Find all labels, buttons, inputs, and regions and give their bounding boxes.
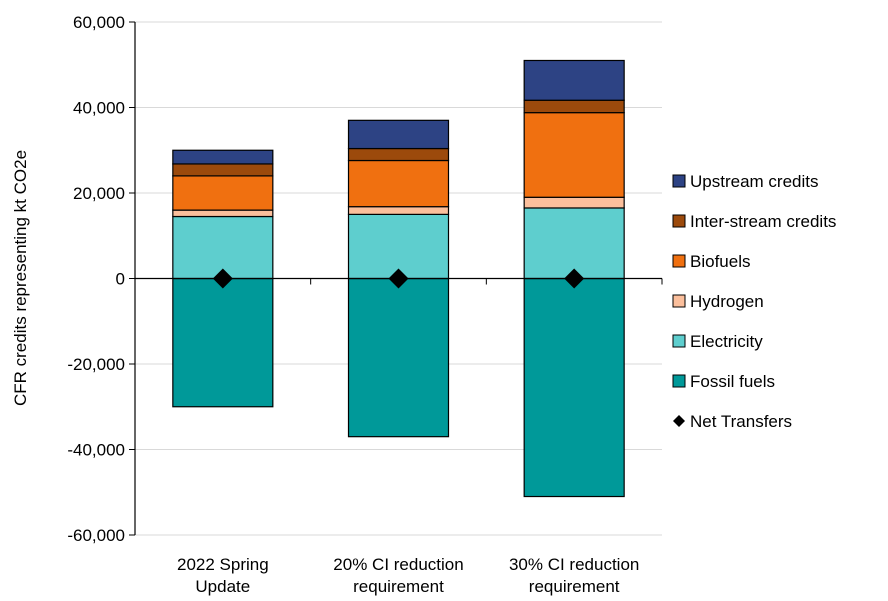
bar-segment-hydrogen [523, 196, 625, 209]
legend-label: Biofuels [690, 252, 750, 271]
bar-segment-upstream-credits [172, 149, 274, 165]
legend: Upstream credits Inter-stream credits Biof… [672, 172, 836, 431]
legend-marker-net-transfers [673, 415, 685, 427]
x-category-label: 30% CI reduction requirement [509, 555, 639, 596]
y-tick-label: 0 [116, 270, 125, 289]
net-transfer-markers [212, 268, 585, 289]
x-category-label: 20% CI reduction requirement [333, 555, 463, 596]
y-axis-label: CFR credits representing kt CO2e [11, 150, 30, 406]
bar-segment-biofuels [172, 175, 274, 211]
net-transfer-marker [388, 268, 409, 289]
bar-segment-electricity [523, 207, 625, 280]
legend-swatch-inter-stream-credits [672, 214, 686, 228]
legend-swatch-electricity [672, 334, 686, 348]
legend-swatch-biofuels [672, 254, 686, 268]
bar-segment-inter-stream-credits [172, 163, 274, 177]
x-category-label: 2022 Spring Update [177, 555, 269, 596]
net-transfer-marker [564, 268, 585, 289]
bar-segment-fossil-fuels [347, 277, 450, 438]
legend-label: Inter-stream credits [690, 212, 836, 231]
bar-segment-hydrogen [347, 206, 450, 215]
y-tick-label: 40,000 [73, 99, 125, 118]
bar-segment-inter-stream-credits [347, 147, 450, 162]
bar-segment-hydrogen [172, 209, 274, 218]
bar-segment-upstream-credits [523, 59, 625, 101]
bar-segment-upstream-credits [347, 119, 450, 150]
y-tick-labels: 60,000 40,000 20,000 0 -20,000 -40,000 -60,000 [67, 13, 125, 545]
y-tick-label: -60,000 [67, 526, 125, 545]
legend-swatch-hydrogen [672, 294, 686, 308]
bar-segment-fossil-fuels [172, 277, 274, 408]
y-tick-label: -40,000 [67, 441, 125, 460]
legend-swatch-upstream-credits [672, 174, 686, 188]
y-tick-label: 60,000 [73, 13, 125, 32]
legend-label: Fossil fuels [690, 372, 775, 391]
y-tick-label: 20,000 [73, 184, 125, 203]
bars [172, 59, 625, 498]
legend-swatch-fossil-fuels [672, 374, 686, 388]
y-tick-label: -20,000 [67, 355, 125, 374]
legend-label: Hydrogen [690, 292, 764, 311]
legend-label: Electricity [690, 332, 763, 351]
bar-segment-electricity [172, 215, 274, 280]
bar-segment-biofuels [523, 112, 625, 198]
bar-segment-inter-stream-credits [523, 99, 625, 114]
bar-segment-biofuels [347, 159, 450, 208]
legend-label: Net Transfers [690, 412, 792, 431]
x-category-labels: 2022 Spring Update 20% CI reduction require… [177, 555, 639, 596]
legend-label: Upstream credits [690, 172, 818, 191]
bar-segment-fossil-fuels [523, 277, 625, 498]
net-transfer-marker [212, 268, 233, 289]
